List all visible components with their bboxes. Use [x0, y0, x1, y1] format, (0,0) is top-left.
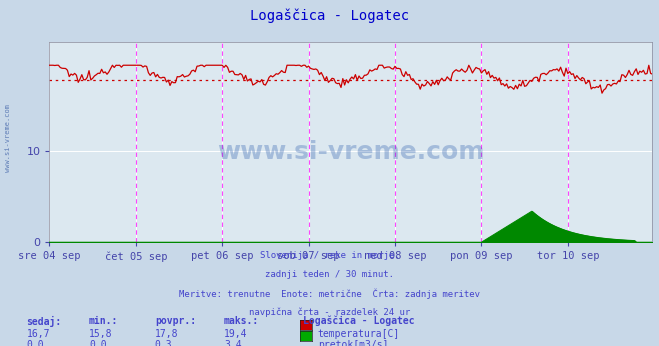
Text: temperatura[C]: temperatura[C]	[318, 329, 400, 339]
Text: www.si-vreme.com: www.si-vreme.com	[217, 140, 484, 164]
Text: navpična črta - razdelek 24 ur: navpična črta - razdelek 24 ur	[249, 308, 410, 317]
Text: Logaščica - Logatec: Logaščica - Logatec	[250, 9, 409, 23]
Text: zadnji teden / 30 minut.: zadnji teden / 30 minut.	[265, 270, 394, 279]
Text: 0,3: 0,3	[155, 340, 173, 346]
Text: maks.:: maks.:	[224, 316, 259, 326]
Text: www.si-vreme.com: www.si-vreme.com	[5, 104, 11, 172]
Text: pretok[m3/s]: pretok[m3/s]	[318, 340, 388, 346]
Text: Meritve: trenutne  Enote: metrične  Črta: zadnja meritev: Meritve: trenutne Enote: metrične Črta: …	[179, 289, 480, 299]
Text: 0,0: 0,0	[26, 340, 44, 346]
Text: min.:: min.:	[89, 316, 119, 326]
Text: Slovenija / reke in morje.: Slovenija / reke in morje.	[260, 251, 399, 260]
Text: povpr.:: povpr.:	[155, 316, 196, 326]
Text: Logaščica - Logatec: Logaščica - Logatec	[303, 316, 415, 326]
Text: 3,4: 3,4	[224, 340, 242, 346]
Text: 0,0: 0,0	[89, 340, 107, 346]
Text: 17,8: 17,8	[155, 329, 179, 339]
Text: sedaj:: sedaj:	[26, 316, 61, 327]
Text: 19,4: 19,4	[224, 329, 248, 339]
Text: 15,8: 15,8	[89, 329, 113, 339]
Text: 16,7: 16,7	[26, 329, 50, 339]
